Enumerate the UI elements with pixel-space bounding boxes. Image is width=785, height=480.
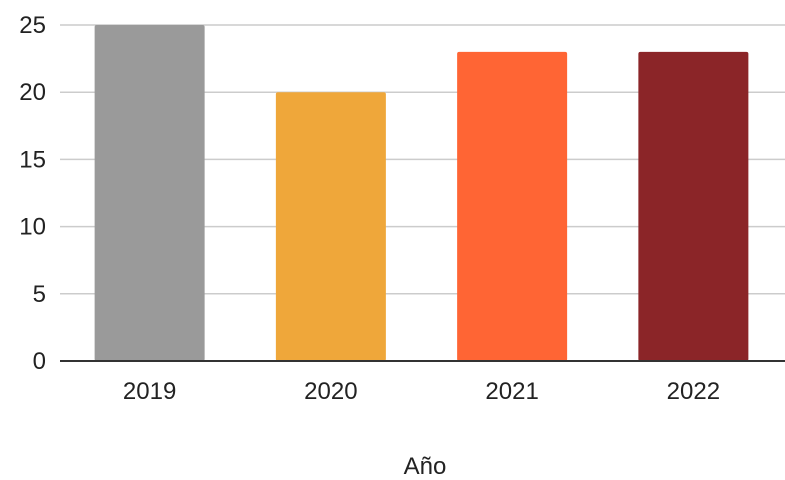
y-axis-tick-labels: 0 5 10 15 20 25	[19, 12, 46, 375]
x-tick-label-2019: 2019	[123, 378, 176, 405]
x-axis-tick-labels: 2019 2020 2021 2022	[123, 378, 720, 405]
bar-2021	[457, 51, 568, 361]
y-tick-label-0: 0	[33, 348, 46, 375]
y-tick-label-10: 10	[19, 214, 46, 241]
x-axis-title: Año	[404, 453, 447, 480]
x-tick-label-2020: 2020	[304, 378, 357, 405]
y-tick-label-25: 25	[19, 12, 46, 39]
y-tick-label-20: 20	[19, 79, 46, 106]
bar-2022	[638, 51, 749, 361]
x-tick-label-2021: 2021	[485, 378, 538, 405]
x-tick-label-2022: 2022	[667, 378, 720, 405]
y-tick-label-5: 5	[33, 281, 46, 308]
bar-2019	[94, 25, 205, 361]
y-tick-label-15: 15	[19, 146, 46, 173]
bars	[94, 25, 749, 361]
bar-2020	[275, 92, 386, 361]
